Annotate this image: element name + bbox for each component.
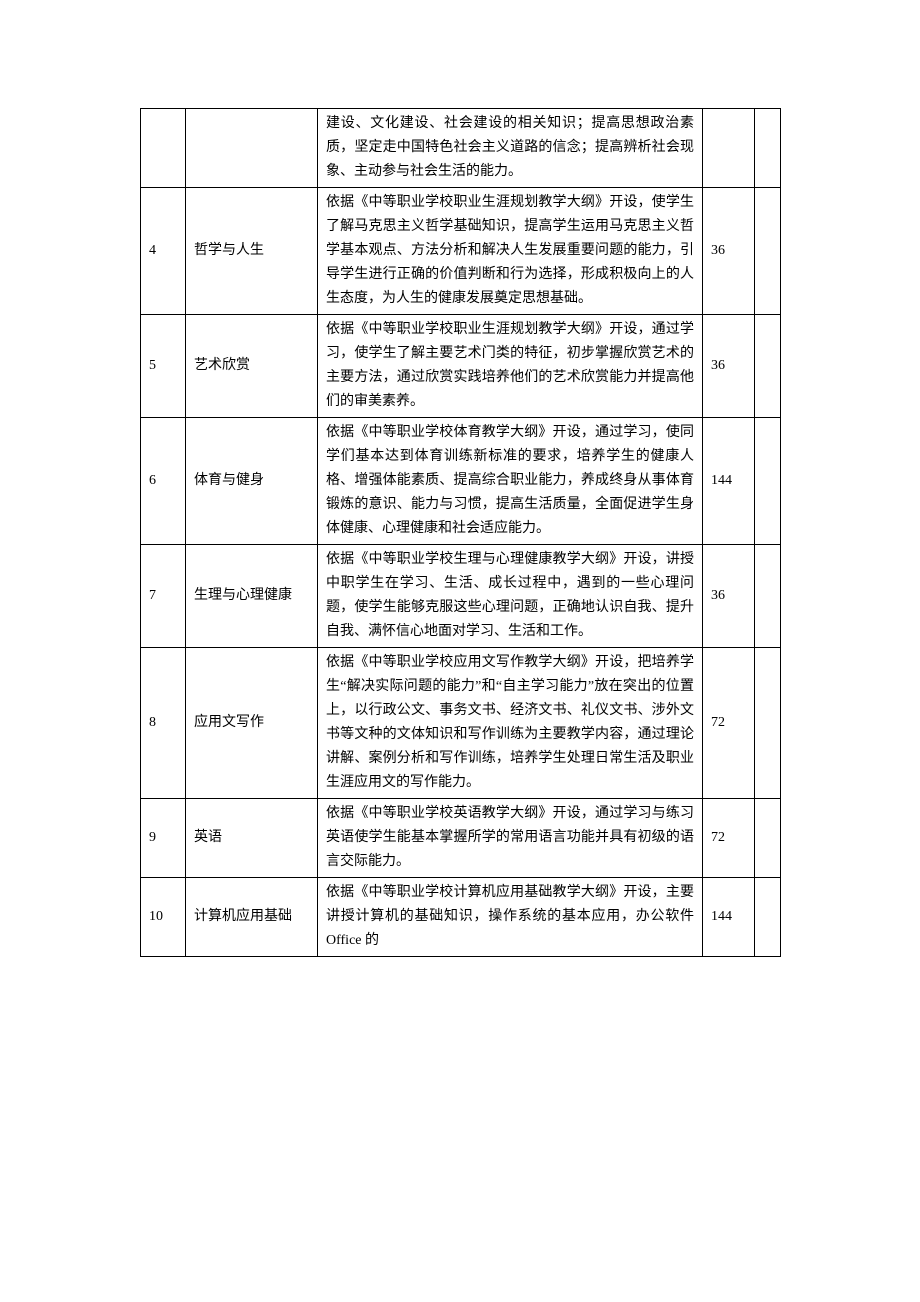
last-column <box>755 878 781 957</box>
table-row: 10计算机应用基础依据《中等职业学校计算机应用基础教学大纲》开设，主要讲授计算机… <box>141 878 781 957</box>
last-column <box>755 799 781 878</box>
course-name: 哲学与人生 <box>186 188 318 315</box>
last-column <box>755 109 781 188</box>
row-number: 4 <box>141 188 186 315</box>
course-description: 依据《中等职业学校职业生涯规划教学大纲》开设，通过学习，使学生了解主要艺术门类的… <box>318 315 703 418</box>
course-hours: 36 <box>703 315 755 418</box>
course-name: 体育与健身 <box>186 418 318 545</box>
course-hours: 144 <box>703 418 755 545</box>
table-row: 8应用文写作依据《中等职业学校应用文写作教学大纲》开设，把培养学生“解决实际问题… <box>141 648 781 799</box>
last-column <box>755 648 781 799</box>
last-column <box>755 315 781 418</box>
course-hours: 36 <box>703 545 755 648</box>
table-row: 建设、文化建设、社会建设的相关知识；提高思想政治素质，坚定走中国特色社会主义道路… <box>141 109 781 188</box>
row-number: 7 <box>141 545 186 648</box>
table-row: 9英语依据《中等职业学校英语教学大纲》开设，通过学习与练习英语使学生能基本掌握所… <box>141 799 781 878</box>
course-description: 建设、文化建设、社会建设的相关知识；提高思想政治素质，坚定走中国特色社会主义道路… <box>318 109 703 188</box>
table-row: 4哲学与人生依据《中等职业学校职业生涯规划教学大纲》开设，使学生了解马克思主义哲… <box>141 188 781 315</box>
course-name: 应用文写作 <box>186 648 318 799</box>
course-name <box>186 109 318 188</box>
course-description: 依据《中等职业学校计算机应用基础教学大纲》开设，主要讲授计算机的基础知识，操作系… <box>318 878 703 957</box>
course-name: 计算机应用基础 <box>186 878 318 957</box>
curriculum-table: 建设、文化建设、社会建设的相关知识；提高思想政治素质，坚定走中国特色社会主义道路… <box>140 108 781 957</box>
course-hours: 72 <box>703 648 755 799</box>
last-column <box>755 418 781 545</box>
row-number: 6 <box>141 418 186 545</box>
row-number: 10 <box>141 878 186 957</box>
table-row: 7生理与心理健康依据《中等职业学校生理与心理健康教学大纲》开设，讲授中职学生在学… <box>141 545 781 648</box>
course-description: 依据《中等职业学校体育教学大纲》开设，通过学习，使同学们基本达到体育训练新标准的… <box>318 418 703 545</box>
row-number <box>141 109 186 188</box>
course-name: 英语 <box>186 799 318 878</box>
row-number: 9 <box>141 799 186 878</box>
course-name: 生理与心理健康 <box>186 545 318 648</box>
course-hours: 72 <box>703 799 755 878</box>
course-description: 依据《中等职业学校英语教学大纲》开设，通过学习与练习英语使学生能基本掌握所学的常… <box>318 799 703 878</box>
row-number: 8 <box>141 648 186 799</box>
course-hours: 144 <box>703 878 755 957</box>
course-description: 依据《中等职业学校应用文写作教学大纲》开设，把培养学生“解决实际问题的能力”和“… <box>318 648 703 799</box>
table-row: 5艺术欣赏依据《中等职业学校职业生涯规划教学大纲》开设，通过学习，使学生了解主要… <box>141 315 781 418</box>
row-number: 5 <box>141 315 186 418</box>
table-body: 建设、文化建设、社会建设的相关知识；提高思想政治素质，坚定走中国特色社会主义道路… <box>141 109 781 957</box>
course-description: 依据《中等职业学校职业生涯规划教学大纲》开设，使学生了解马克思主义哲学基础知识，… <box>318 188 703 315</box>
last-column <box>755 188 781 315</box>
course-description: 依据《中等职业学校生理与心理健康教学大纲》开设，讲授中职学生在学习、生活、成长过… <box>318 545 703 648</box>
course-name: 艺术欣赏 <box>186 315 318 418</box>
last-column <box>755 545 781 648</box>
table-row: 6体育与健身依据《中等职业学校体育教学大纲》开设，通过学习，使同学们基本达到体育… <box>141 418 781 545</box>
course-hours <box>703 109 755 188</box>
course-hours: 36 <box>703 188 755 315</box>
